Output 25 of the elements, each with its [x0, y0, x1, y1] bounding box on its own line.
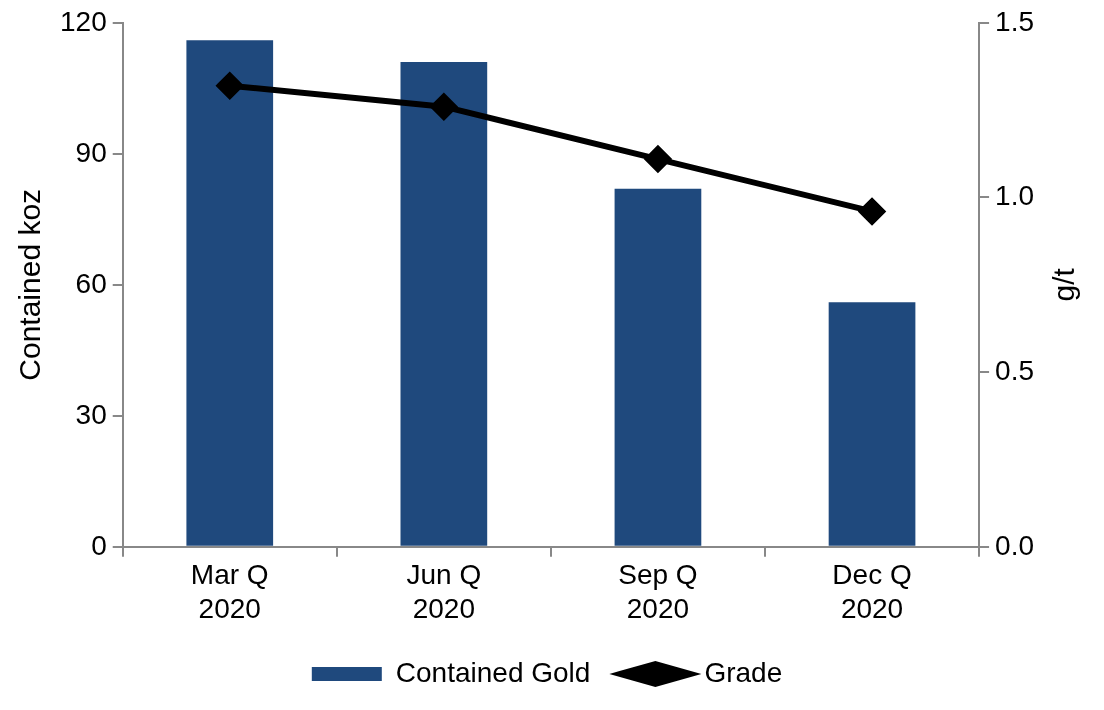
y-tick-label: 120: [60, 5, 107, 37]
y-tick-label: 90: [75, 136, 107, 168]
bar: [614, 188, 702, 546]
y2-tick-label: 0.5: [995, 354, 1035, 386]
x-tick-label: Mar Q 2020: [190, 559, 269, 624]
point: [859, 198, 886, 225]
y2-tick-label: 1.5: [995, 5, 1035, 37]
y-axis-title: Contained koz: [13, 188, 47, 381]
point: [430, 93, 457, 120]
y-tick-label: 30: [75, 398, 107, 430]
legend-label: Contained Gold: [395, 656, 591, 688]
bar: [400, 62, 488, 546]
y2-axis-title: g/t: [1047, 267, 1081, 302]
bar: [186, 40, 274, 546]
point: [644, 146, 671, 173]
x-tick-label: Sep Q 2020: [618, 559, 698, 624]
point: [216, 72, 243, 99]
y-tick-label: 60: [75, 267, 107, 299]
x-tick-label: Dec Q 2020: [832, 559, 912, 624]
y-tick-label: 0: [91, 529, 107, 561]
y2-tick-label: 1.0: [995, 180, 1035, 212]
legend-label: Grade: [704, 656, 783, 688]
y2-tick-label: 0.0: [995, 529, 1035, 561]
x-tick-label: Jun Q 2020: [406, 559, 482, 624]
bar: [828, 302, 916, 546]
